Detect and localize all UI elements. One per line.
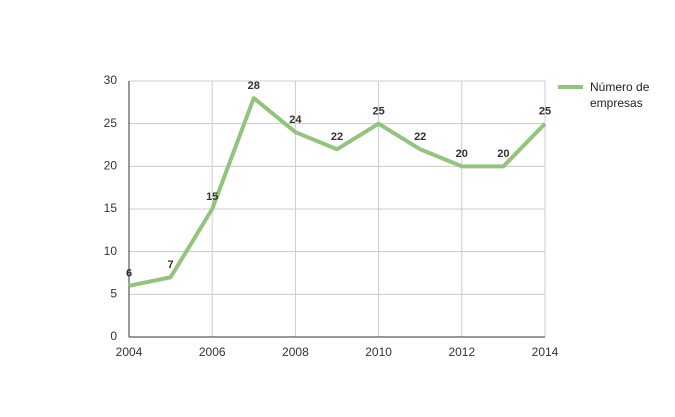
data-label: 22 [331, 131, 343, 143]
y-tick-label: 25 [104, 116, 118, 130]
y-tick-label: 20 [104, 159, 118, 173]
data-label: 25 [372, 106, 384, 118]
y-tick-label: 0 [110, 329, 117, 343]
x-tick-label: 2014 [532, 345, 559, 359]
x-tick-label: 2004 [116, 345, 143, 359]
data-label: 28 [248, 80, 260, 92]
x-tick-label: 2008 [282, 345, 309, 359]
y-tick-label: 15 [104, 201, 118, 215]
data-label: 25 [539, 106, 551, 118]
x-tick-label: 2010 [365, 345, 392, 359]
data-label: 7 [168, 259, 174, 271]
data-label: 22 [414, 131, 426, 143]
y-tick-label: 10 [104, 244, 118, 258]
series-line [128, 96, 547, 288]
y-tick-label: 5 [110, 287, 117, 301]
x-tick-label: 2012 [448, 345, 475, 359]
data-label: 20 [456, 148, 468, 160]
x-tick-label: 2006 [199, 345, 226, 359]
y-tick-label: 30 [104, 73, 118, 87]
data-label: 24 [289, 114, 302, 126]
data-label: 15 [206, 191, 218, 203]
legend-label: Número de empresas [590, 80, 650, 110]
data-label: 6 [126, 268, 132, 280]
data-label: 20 [497, 148, 509, 160]
